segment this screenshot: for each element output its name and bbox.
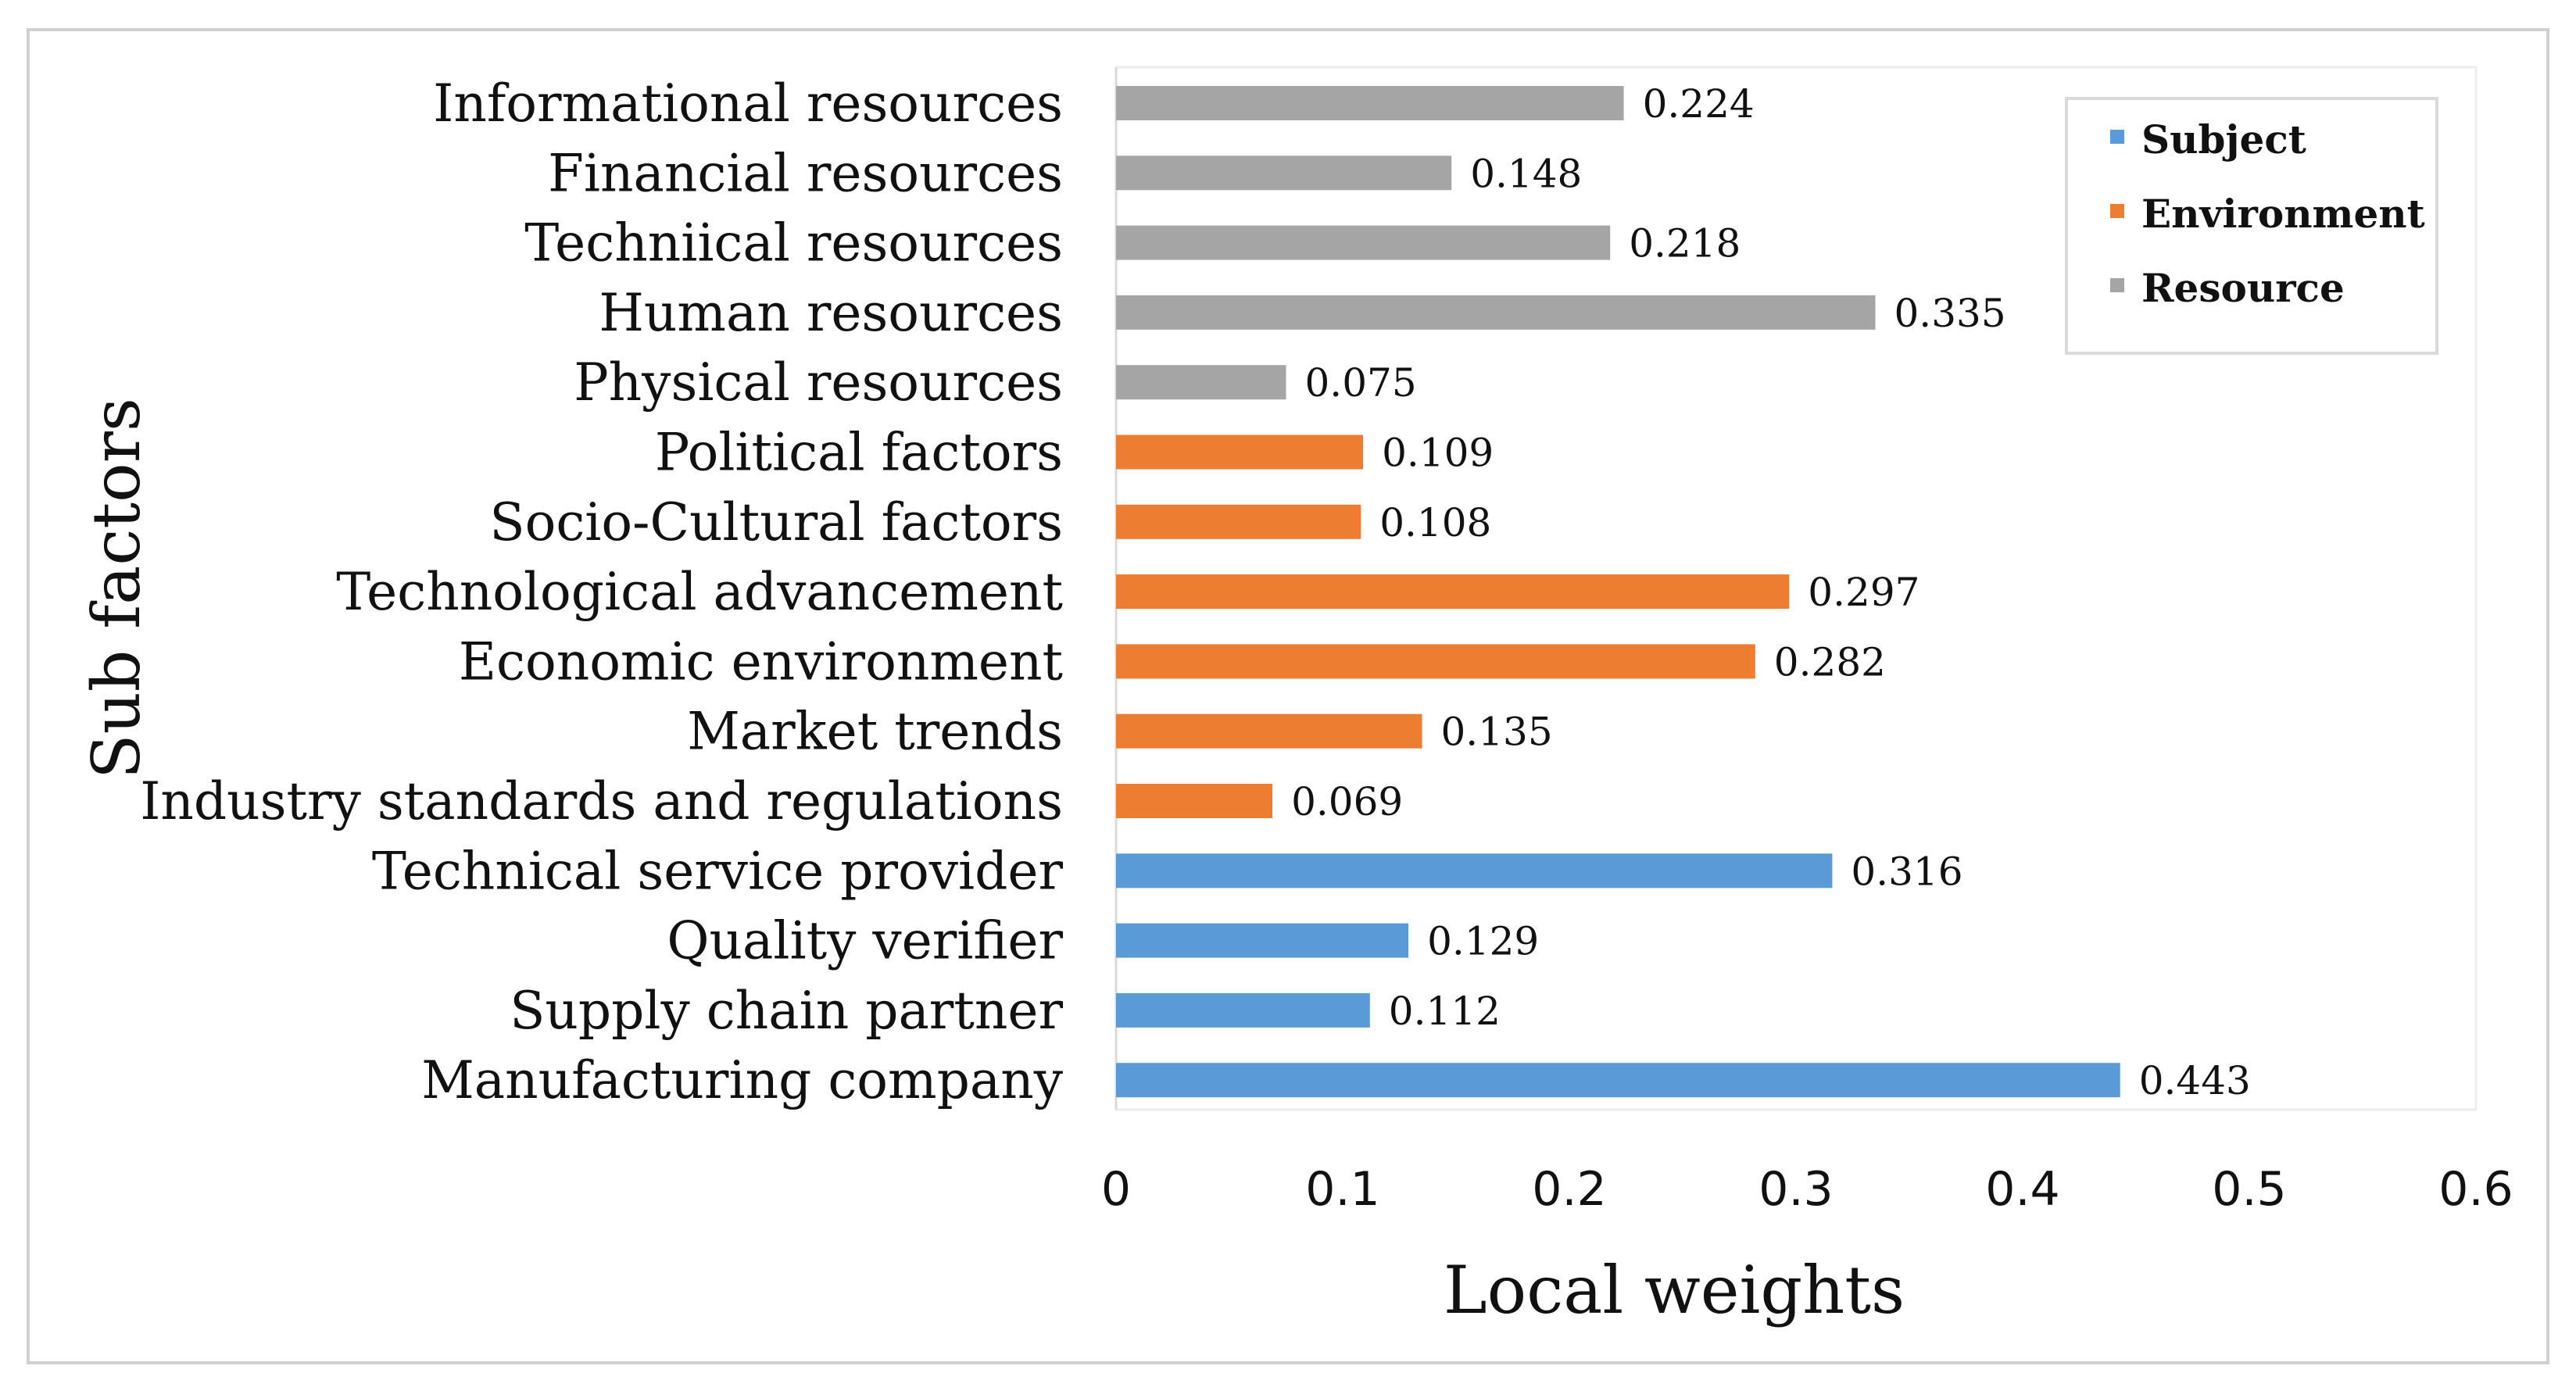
data-label: 0.112: [1389, 989, 1501, 1034]
legend-label: Resource: [2141, 265, 2345, 311]
data-label: 0.108: [1379, 500, 1491, 545]
data-label: 0.224: [1643, 81, 1755, 127]
data-label: 0.069: [1291, 779, 1403, 824]
category-label: Technological advancement: [336, 562, 1063, 622]
data-label: 0.075: [1305, 360, 1417, 406]
category-labels: Informational resources Financial resourc…: [140, 73, 1063, 1110]
legend: Subject Environment Resource: [2065, 97, 2438, 355]
x-axis-title: Local weights: [1444, 1252, 1905, 1328]
category-label: Economic environment: [459, 631, 1063, 692]
category-label: Informational resources: [433, 73, 1063, 134]
bar: [1116, 86, 1624, 120]
bar: [1116, 713, 1422, 749]
category-label: Supply chain partner: [510, 981, 1063, 1041]
bar: [1116, 225, 1611, 260]
legend-swatch: [2110, 278, 2124, 292]
data-label: 0.109: [1382, 431, 1494, 476]
bar: [1116, 784, 1273, 818]
category-label: Physical resources: [574, 352, 1063, 413]
x-tick-label: 0.4: [1985, 1162, 2059, 1217]
bar: [1116, 923, 1409, 958]
category-label: Quality verifier: [667, 911, 1063, 971]
legend-swatch: [2110, 130, 2124, 144]
x-tick-label: 0.3: [1758, 1162, 1833, 1217]
x-tick-label: 0.1: [1305, 1162, 1379, 1217]
data-label: 0.335: [1894, 291, 2006, 336]
bar: [1116, 504, 1361, 539]
bar: [1116, 644, 1755, 679]
bar: [1116, 156, 1452, 191]
data-label: 0.148: [1470, 151, 1582, 196]
x-tick-label: 0: [1101, 1162, 1131, 1217]
bar: [1116, 992, 1370, 1028]
legend-box: [2065, 97, 2438, 355]
x-tick-labels: 0 0.1 0.2 0.3 0.4 0.5 0.6: [1101, 1162, 2513, 1217]
data-label: 0.218: [1629, 221, 1741, 266]
data-label: 0.135: [1441, 710, 1553, 755]
legend-swatch: [2110, 204, 2124, 218]
x-tick-label: 0.2: [1532, 1162, 1606, 1217]
bar: [1116, 853, 1833, 888]
data-label: 0.129: [1427, 919, 1539, 964]
category-label: Market trends: [687, 702, 1063, 762]
bar: [1116, 574, 1790, 610]
data-label: 0.297: [1808, 570, 1919, 615]
category-label: Industry standards and regulations: [140, 771, 1063, 831]
category-label: Human resources: [599, 283, 1063, 343]
category-label: Manufacturing company: [421, 1050, 1063, 1110]
bar: [1116, 365, 1286, 400]
x-tick-label: 0.6: [2438, 1162, 2513, 1217]
bar: [1116, 295, 1876, 330]
value-labels: 0.224 0.148 0.218 0.335 0.075 0.109 0.108 0.297…: [1291, 81, 2251, 1103]
category-label: Political factors: [655, 423, 1063, 483]
y-axis-title: Sub factors: [78, 398, 155, 779]
category-label: Financial resources: [548, 143, 1063, 203]
data-label: 0.443: [2139, 1058, 2251, 1103]
data-label: 0.316: [1851, 849, 1962, 894]
legend-label: Subject: [2141, 116, 2306, 163]
category-label: Technical service provider: [372, 841, 1064, 901]
bars-layer: [1116, 86, 2120, 1098]
category-label: Socio-Cultural factors: [489, 492, 1063, 552]
x-tick-label: 0.5: [2212, 1162, 2286, 1217]
bar: [1116, 1063, 2120, 1098]
data-label: 0.282: [1774, 639, 1886, 685]
legend-label: Environment: [2141, 191, 2425, 237]
legend-items: Subject Environment Resource: [2110, 116, 2425, 311]
category-label: Techniical resources: [524, 213, 1063, 274]
bar: [1116, 434, 1364, 470]
